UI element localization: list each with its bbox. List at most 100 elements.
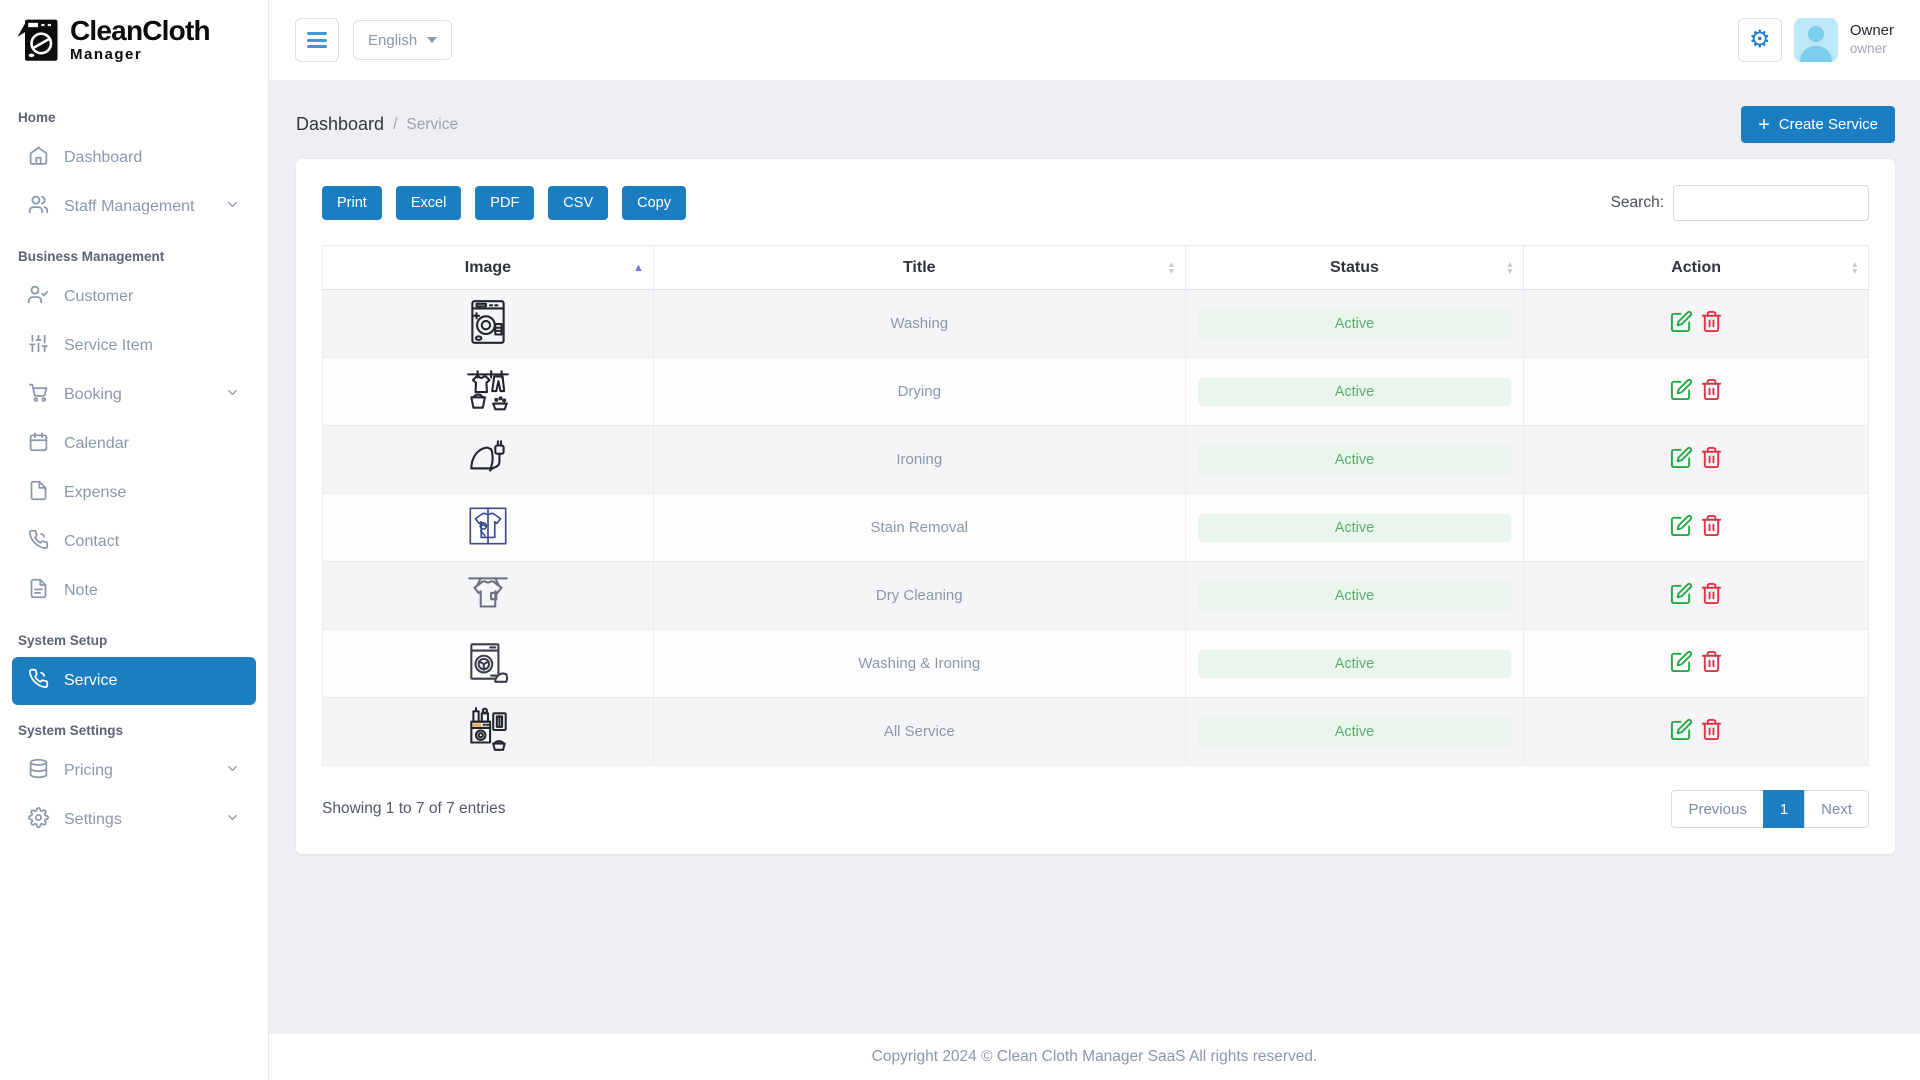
- hamburger-icon: [307, 32, 327, 48]
- delete-button[interactable]: [1700, 310, 1723, 333]
- print-button[interactable]: Print: [322, 186, 382, 220]
- washing-machine-icon: [463, 297, 513, 347]
- pagination: Previous 1 Next: [1671, 790, 1869, 828]
- sidebar-item-label: Service: [64, 672, 118, 689]
- sidebar-item-customer[interactable]: Customer: [12, 273, 256, 321]
- status-badge: Active: [1197, 581, 1512, 610]
- sidebar-item-settings[interactable]: Settings: [12, 796, 256, 844]
- sidebar-item-label: Pricing: [64, 762, 113, 779]
- delete-button[interactable]: [1700, 650, 1723, 673]
- washer-and-iron-icon: [463, 637, 513, 687]
- edit-button[interactable]: [1670, 310, 1693, 333]
- search-label: Search:: [1610, 194, 1664, 211]
- user-role: owner: [1849, 40, 1887, 56]
- excel-button[interactable]: Excel: [395, 186, 462, 220]
- column-header-image[interactable]: Image ▲: [322, 245, 654, 290]
- service-title: Ironing: [652, 425, 1186, 494]
- sidebar-item-contact[interactable]: Contact: [12, 518, 256, 566]
- sidebar-item-label: Dashboard: [64, 149, 143, 166]
- brand-title: CleanCloth: [70, 15, 211, 46]
- sidebar-item-service[interactable]: Service: [12, 657, 256, 705]
- breadcrumb-dashboard-link[interactable]: Dashboard: [296, 114, 385, 134]
- sidebar-toggle-button[interactable]: [295, 18, 339, 62]
- delete-button[interactable]: [1700, 378, 1723, 401]
- caret-down-icon: [427, 37, 438, 43]
- delete-button[interactable]: [1700, 582, 1723, 605]
- previous-page-button[interactable]: Previous: [1671, 790, 1764, 828]
- user-name: Owner: [1849, 22, 1894, 40]
- search-box: Search:: [1611, 185, 1869, 221]
- table-row: Washing Active: [322, 289, 1869, 358]
- sidebar-item-expense[interactable]: Expense: [12, 469, 256, 517]
- column-header-action[interactable]: Action ▲ ▼: [1523, 245, 1869, 290]
- sidebar-item-pricing[interactable]: Pricing: [12, 747, 256, 795]
- sidebar-item-staff-management[interactable]: Staff Management: [12, 183, 256, 231]
- pdf-button[interactable]: PDF: [475, 186, 535, 220]
- user-check-icon: [28, 284, 49, 310]
- breadcrumb-current: Service: [406, 115, 459, 133]
- brand-logo[interactable]: CleanCloth Manager: [0, 0, 268, 80]
- chevron-down-icon: [225, 385, 240, 405]
- sidebar-item-booking[interactable]: Booking: [12, 371, 256, 419]
- edit-button[interactable]: [1670, 718, 1693, 741]
- sidebar-item-calendar[interactable]: Calendar: [12, 420, 256, 468]
- status-badge: Active: [1197, 309, 1512, 338]
- home-icon: [28, 145, 49, 171]
- language-label: English: [368, 31, 418, 49]
- settings-button[interactable]: ⚙: [1737, 18, 1782, 62]
- edit-button[interactable]: [1670, 582, 1693, 605]
- sidebar-item-label: Expense: [64, 484, 127, 501]
- users-icon: [28, 194, 49, 220]
- search-input[interactable]: [1673, 185, 1869, 221]
- next-page-button[interactable]: Next: [1804, 790, 1869, 828]
- page-1-button[interactable]: 1: [1762, 790, 1806, 828]
- delete-button[interactable]: [1700, 446, 1723, 469]
- sort-icon: ▲ ▼: [1167, 258, 1176, 276]
- edit-button[interactable]: [1670, 514, 1693, 537]
- stained-shirt-icon: [463, 501, 513, 551]
- copyright-text: Copyright 2024 © Clean Cloth Manager Saa…: [871, 1048, 1318, 1065]
- csv-button[interactable]: CSV: [548, 186, 609, 220]
- sidebar-item-label: Contact: [64, 533, 120, 550]
- column-header-title[interactable]: Title ▲ ▼: [652, 245, 1186, 290]
- sidebar-nav: Home Dashboard Staff Management Business…: [0, 80, 268, 844]
- sidebar-section-home: Home: [18, 110, 56, 125]
- status-badge: Active: [1197, 717, 1512, 746]
- copy-button[interactable]: Copy: [622, 186, 686, 220]
- sort-icon: ▲ ▼: [1850, 258, 1859, 276]
- status-badge: Active: [1197, 377, 1512, 406]
- sidebar-item-label: Calendar: [64, 435, 129, 452]
- phone-icon: [28, 668, 49, 694]
- note-icon: [28, 578, 49, 604]
- service-title: Washing: [652, 289, 1186, 358]
- breadcrumb: Dashboard / Service + Create Service: [296, 106, 1895, 143]
- chevron-down-icon: [225, 197, 240, 217]
- sidebar-item-note[interactable]: Note: [12, 567, 256, 615]
- clothesline-drying-icon: [463, 365, 513, 415]
- status-badge: Active: [1197, 649, 1512, 678]
- sidebar-item-service-item[interactable]: Service Item: [12, 322, 256, 370]
- gear-icon: [28, 807, 49, 833]
- avatar[interactable]: [1793, 18, 1838, 62]
- column-header-status[interactable]: Status ▲ ▼: [1184, 245, 1525, 290]
- table-row: All Service Active: [322, 697, 1869, 766]
- database-icon: [28, 758, 49, 784]
- language-dropdown[interactable]: English: [353, 20, 453, 60]
- edit-button[interactable]: [1670, 446, 1693, 469]
- delete-button[interactable]: [1700, 718, 1723, 741]
- cart-icon: [28, 382, 49, 408]
- edit-button[interactable]: [1670, 650, 1693, 673]
- service-title: Washing & Ironing: [652, 629, 1186, 698]
- edit-button[interactable]: [1670, 378, 1693, 401]
- sidebar-item-label: Service Item: [64, 337, 153, 354]
- delete-button[interactable]: [1700, 514, 1723, 537]
- sliders-icon: [28, 333, 49, 359]
- sidebar-item-dashboard[interactable]: Dashboard: [12, 134, 256, 182]
- chevron-down-icon: [225, 761, 240, 781]
- user-meta[interactable]: Owner owner: [1850, 22, 1894, 58]
- sort-icon: ▲ ▼: [1505, 258, 1515, 276]
- table-footer: Showing 1 to 7 of 7 entries Previous 1 N…: [322, 790, 1869, 828]
- create-service-button[interactable]: + Create Service: [1741, 106, 1895, 143]
- sidebar-section-business-management: Business Management: [18, 249, 165, 264]
- table-row: Ironing Active: [322, 425, 1869, 494]
